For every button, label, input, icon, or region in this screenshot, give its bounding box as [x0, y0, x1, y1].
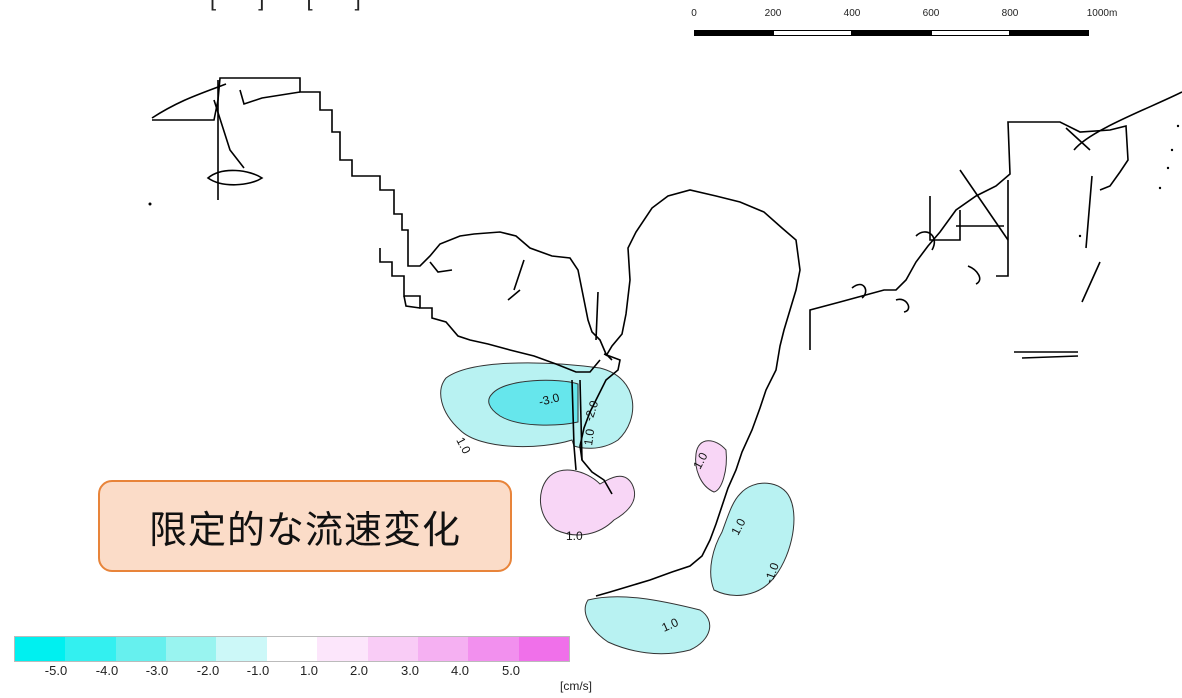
legend-label: 2.0 [349, 663, 369, 678]
legend-label: 1.0 [299, 663, 319, 678]
scale-segment [852, 30, 931, 36]
scale-segment [931, 30, 1010, 36]
legend-swatches [14, 636, 570, 662]
legend-swatch [15, 637, 66, 661]
legend-swatch [166, 637, 217, 661]
dots [148, 124, 1180, 238]
contour-negative-region-south [584, 596, 711, 655]
legend-label: -4.0 [95, 663, 119, 678]
legend-label: -5.0 [44, 663, 68, 678]
legend-swatch [317, 637, 368, 661]
scale-bar: 0 200 400 600 800 1000m [691, 8, 1117, 48]
scale-segment [1010, 30, 1089, 36]
color-legend: -5.0 -4.0 -3.0 -2.0 -1.0 1.0 2.0 3.0 4.0… [14, 636, 592, 696]
contour-label: -3.0 [537, 390, 561, 409]
contour-negative-strong-region [488, 379, 579, 426]
contour-label: -1.0 [762, 561, 782, 586]
legend-unit: [cm/s] [560, 679, 592, 693]
legend-swatch [266, 637, 318, 661]
contour-negative-region-east [710, 482, 795, 596]
contour-label: 1.0 [453, 435, 473, 457]
legend-swatch [367, 637, 418, 661]
callout-box: 限定的な流速変化 [98, 480, 512, 572]
scale-tick-label: 0 [691, 8, 697, 19]
legend-swatch [216, 637, 267, 661]
legend-swatch [518, 637, 569, 661]
legend-label: 3.0 [400, 663, 420, 678]
scale-tick-label: 200 [764, 8, 782, 19]
contour-fills [440, 362, 795, 655]
contour-label: 1.0 [660, 615, 681, 635]
scale-tick-label: 1000m [1086, 8, 1118, 19]
coastline [151, 77, 1182, 597]
legend-swatch [468, 637, 519, 661]
scale-tick-label: 600 [922, 8, 940, 19]
legend-swatch [417, 637, 469, 661]
legend-label: -2.0 [196, 663, 220, 678]
scale-segment [773, 30, 852, 36]
scale-segment [694, 30, 773, 36]
legend-swatch [65, 637, 116, 661]
top-partial-text: [ ] [ ] [210, 0, 379, 12]
contour-label: 1.0 [566, 529, 583, 543]
legend-swatch [115, 637, 167, 661]
contour-label: -2.0 [582, 399, 602, 423]
legend-label: 4.0 [450, 663, 470, 678]
scale-tick-label: 400 [843, 8, 861, 19]
contour-labels: -3.0 -2.0 1.0 1.0 1.0 1.0 1.0 1.0 -1.0 [453, 390, 782, 634]
legend-label: 5.0 [501, 663, 521, 678]
contour-positive-region-center [539, 469, 636, 536]
contour-positive-region-east [695, 440, 727, 493]
legend-label: -3.0 [145, 663, 169, 678]
contour-label: 1.0 [581, 428, 597, 447]
legend-label: -1.0 [246, 663, 270, 678]
callout-text: 限定的な流速変化 [148, 507, 461, 552]
scale-tick-label: 800 [1001, 8, 1019, 19]
